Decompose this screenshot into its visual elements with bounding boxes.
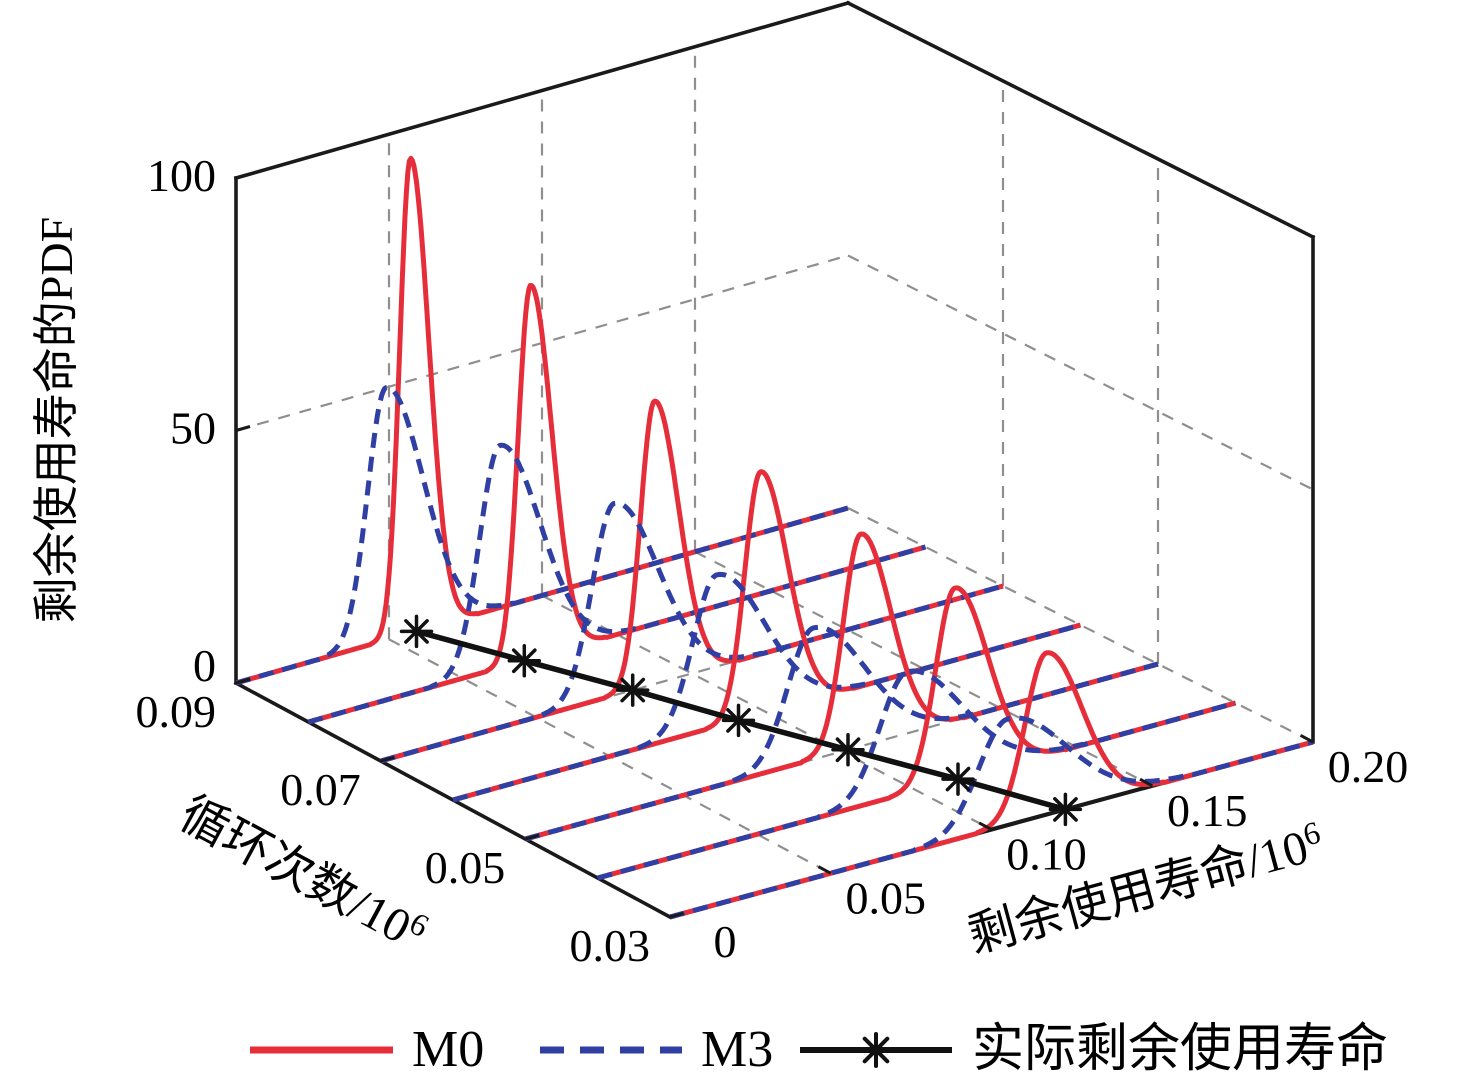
tick-labels: 0 50 100 0.09 0.07 0.05 0.03 0 0.05 0.10 0.15 0.20 [136, 150, 1409, 971]
box-edge [845, 0, 1316, 240]
asterisk-marker [835, 737, 861, 763]
m3-curve [669, 715, 1314, 920]
tick-mark [1299, 734, 1314, 744]
m3-curve [307, 442, 927, 725]
x-tick-label: 0.15 [1167, 785, 1248, 836]
asterisk-marker [511, 648, 537, 674]
pdf-slice [452, 469, 1082, 803]
m3-curve [452, 571, 1082, 803]
pdf-slices [235, 155, 1314, 920]
tick-mark [235, 172, 251, 180]
asterisk-marker [726, 708, 751, 733]
z-tick-label: 0 [193, 640, 216, 691]
tick-mark [1139, 777, 1154, 788]
gridline [847, 254, 1314, 491]
asterisk-marker [862, 1036, 890, 1064]
z-tick-label: 100 [147, 150, 216, 201]
legend: M0 M3 实际剩余使用寿命 [250, 1020, 1388, 1078]
m3-curve [379, 500, 1004, 764]
pdf-slice [669, 650, 1314, 920]
asterisk-marker [404, 619, 429, 644]
pdf-slice [524, 531, 1159, 842]
axis-titles: 剩余使用寿命的PDF 循环次数/106 剩余使用寿命/106 [31, 217, 1329, 964]
m3-curve [524, 624, 1159, 842]
m3-curve [596, 668, 1237, 881]
asterisk-marker [620, 677, 646, 703]
tick-mark [669, 911, 684, 919]
asterisk-marker [945, 766, 971, 792]
x-tick-label: 0.05 [846, 872, 927, 923]
z-axis-title: 剩余使用寿命的PDF [31, 217, 82, 623]
tick-mark [817, 865, 832, 875]
y-tick-label: 0.05 [425, 842, 506, 893]
x-tick-label: 0.10 [1006, 829, 1087, 880]
legend-label: 实际剩余使用寿命 [972, 1020, 1388, 1078]
tick-mark [656, 909, 671, 919]
legend-label: M3 [701, 1021, 773, 1078]
superscript: 6 [404, 905, 435, 944]
pdf-slice [307, 283, 927, 725]
legend-item-m0: M0 [250, 1021, 484, 1078]
pdf-slice [379, 398, 1004, 764]
tick-mark [978, 821, 993, 831]
gridline [541, 594, 993, 831]
y-tick-label: 0.03 [570, 920, 651, 971]
legend-item-actual: 实际剩余使用寿命 [800, 1020, 1388, 1078]
tick-mark [524, 833, 540, 841]
pdf-slice [596, 585, 1237, 881]
tick-marks [235, 172, 1314, 919]
legend-item-m3: M3 [540, 1021, 773, 1078]
m0-curve [452, 469, 1082, 803]
asterisk-marker [1053, 797, 1078, 822]
legend-label: M0 [412, 1021, 484, 1078]
tick-mark [380, 755, 395, 763]
x-tick-label: 0.20 [1328, 741, 1409, 792]
y-tick-label: 0.07 [280, 764, 361, 815]
x-tick-label: 0 [714, 916, 737, 967]
box-edge [233, 0, 851, 181]
superscript: 6 [1299, 814, 1324, 853]
y-tick-label: 0.09 [136, 686, 217, 737]
actual-rul-line [399, 614, 1083, 827]
z-tick-label: 50 [170, 403, 216, 454]
tick-mark [235, 677, 250, 685]
tick-mark [235, 425, 251, 432]
